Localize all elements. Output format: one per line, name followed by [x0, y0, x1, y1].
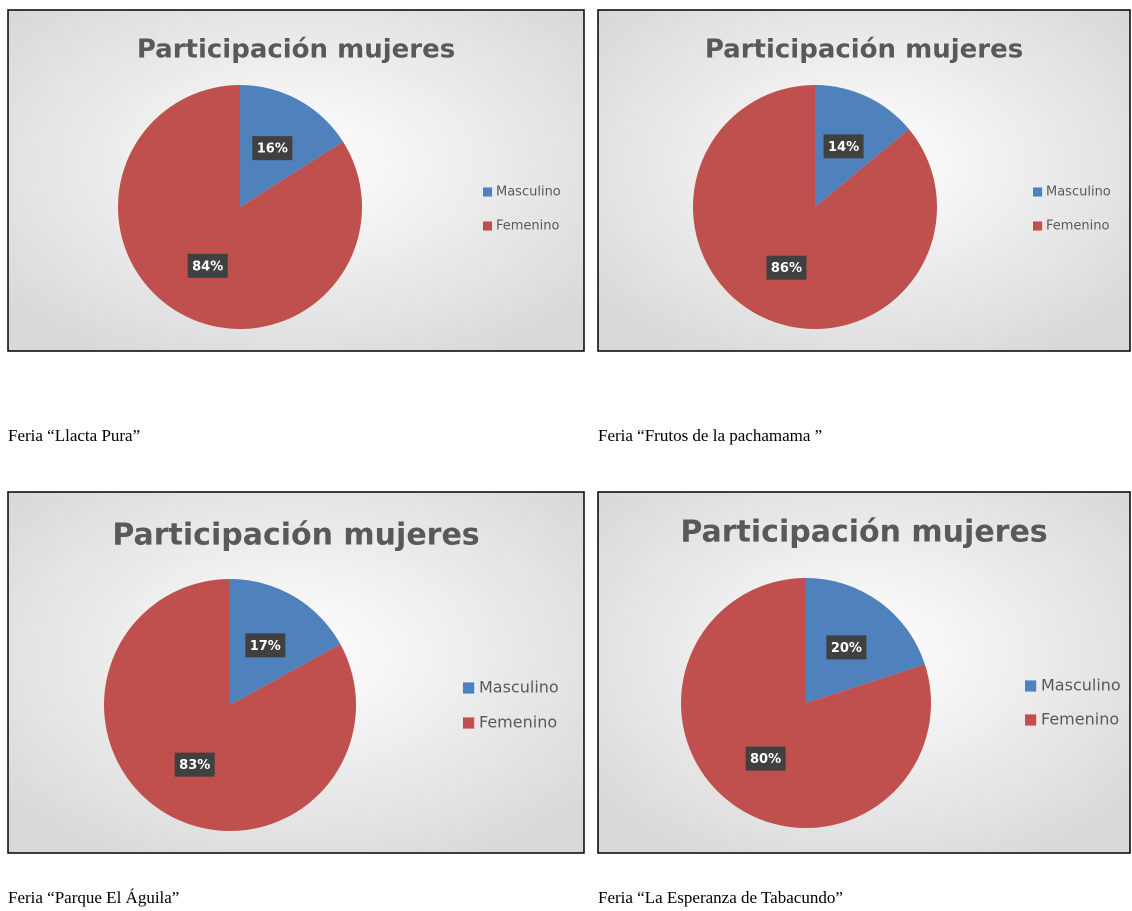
- data-label-box: [823, 134, 864, 159]
- legend-label: Femenino: [496, 219, 560, 234]
- data-label-box: [766, 255, 807, 280]
- data-label-box: [826, 635, 867, 660]
- data-label-box: [745, 746, 786, 771]
- data-label: 80%: [750, 752, 781, 767]
- data-label-box: [174, 752, 215, 777]
- chart: Participación mujeres 17% 83% Masculino Feme…: [7, 491, 585, 854]
- legend-label: Masculino: [1041, 676, 1121, 695]
- pie-slice: [104, 579, 357, 832]
- data-label-box: [187, 253, 228, 278]
- legend-swatch: [463, 717, 475, 729]
- data-label-box: [245, 633, 286, 658]
- chart: Participación mujeres 14% 86% Masculino Feme…: [597, 9, 1131, 352]
- data-label: 84%: [192, 259, 223, 274]
- chart: Participación mujeres 20% 80% Masculino Feme…: [597, 491, 1131, 854]
- pie-slice: [117, 85, 362, 329]
- legend-label: Masculino: [1046, 185, 1111, 200]
- chart: Participación mujeres 16% 84% Masculino Feme…: [7, 9, 585, 352]
- chart-title: Participación mujeres: [680, 515, 1047, 550]
- chart-title: Participación mujeres: [112, 518, 479, 553]
- legend-label: Femenino: [479, 713, 557, 732]
- legend-label: Femenino: [1046, 219, 1110, 234]
- chart-title: Participación mujeres: [137, 35, 455, 65]
- legend-label: Masculino: [496, 185, 561, 200]
- legend-label: Masculino: [479, 678, 559, 697]
- caption: Feria “Llacta Pura”: [8, 426, 140, 445]
- data-label: 86%: [771, 261, 802, 276]
- caption: Feria “Parque El Águila”: [8, 888, 179, 907]
- legend-swatch: [1025, 714, 1037, 726]
- legend-swatch: [463, 682, 475, 694]
- legend-label: Femenino: [1041, 710, 1119, 729]
- data-label: 17%: [250, 639, 281, 654]
- legend-swatch: [483, 221, 493, 231]
- data-label: 83%: [179, 758, 210, 773]
- data-label-box: [252, 136, 293, 161]
- data-label: 16%: [257, 142, 288, 157]
- pie-slice: [693, 85, 937, 329]
- pie-slice: [681, 578, 931, 829]
- caption: Feria “La Esperanza de Tabacundo”: [598, 888, 843, 907]
- legend-swatch: [1033, 187, 1043, 197]
- caption: Feria “Frutos de la pachamama ”: [598, 426, 822, 445]
- legend-swatch: [1025, 680, 1037, 692]
- data-label: 20%: [831, 641, 862, 656]
- data-label: 14%: [828, 140, 859, 155]
- legend-swatch: [1033, 221, 1043, 231]
- legend-swatch: [483, 187, 493, 197]
- chart-title: Participación mujeres: [705, 35, 1023, 65]
